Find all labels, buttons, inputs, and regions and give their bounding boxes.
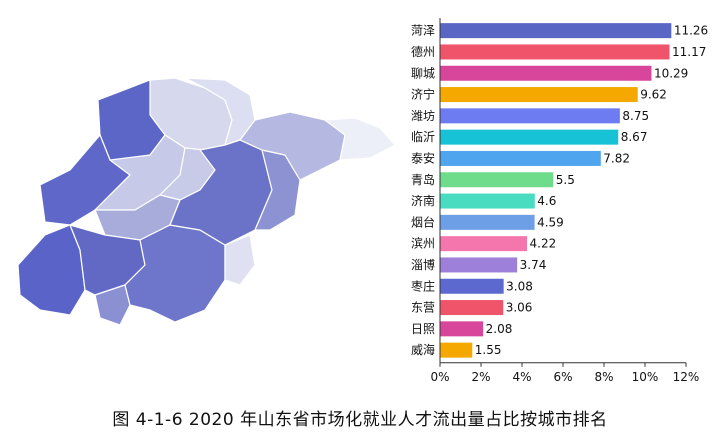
value-label-10: 4.22 (530, 237, 557, 251)
map-region-weihai (324, 117, 396, 161)
value-label-7: 5.5 (556, 173, 575, 187)
bar-13 (440, 300, 504, 316)
category-label-6: 泰安 (411, 150, 435, 165)
category-label-13: 东营 (411, 301, 435, 315)
value-label-12: 3.08 (506, 279, 533, 293)
category-label-8: 济南 (411, 193, 435, 208)
bar-11 (440, 257, 518, 273)
value-label-8: 4.6 (537, 194, 556, 208)
x-tick-label-3: 6% (553, 370, 572, 384)
bar-12 (440, 278, 504, 294)
category-label-5: 临沂 (411, 130, 435, 144)
value-label-13: 3.06 (506, 301, 533, 315)
category-label-15: 威海 (411, 342, 435, 357)
value-label-9: 4.59 (537, 215, 564, 229)
x-ticks-layer: 0% 2% 4% 6% 8% 10% 12% (430, 362, 700, 384)
bars-layer: 菏泽 11.26 德州 11.17 聊城 10.29 济宁 9.62 潍坊 8.75 临沂 8.67 泰… (411, 23, 708, 358)
bar-10 (440, 236, 528, 252)
x-tick-label-6: 12% (673, 370, 700, 384)
bar-14 (440, 321, 484, 337)
category-label-12: 枣庄 (411, 278, 435, 293)
value-label-6: 7.82 (603, 151, 630, 165)
bar-6 (440, 150, 601, 166)
category-label-10: 滨州 (411, 236, 435, 251)
category-label-4: 潍坊 (411, 108, 435, 123)
x-tick-label-2: 4% (512, 370, 531, 384)
figure-caption: 图 4-1-6 2020 年山东省市场化就业人才流出量占比按城市排名 (112, 410, 608, 430)
category-label-14: 日照 (411, 322, 435, 336)
bar-2 (440, 65, 652, 81)
bar-3 (440, 87, 638, 103)
bar-0 (440, 23, 672, 39)
value-label-11: 3.74 (520, 258, 547, 272)
map-region-zaozhuang (94, 284, 131, 326)
value-label-5: 8.67 (621, 130, 648, 144)
category-label-2: 聊城 (411, 66, 435, 80)
x-tick-label-5: 10% (632, 370, 659, 384)
value-label-14: 2.08 (486, 322, 513, 336)
value-label-1: 11.17 (672, 45, 706, 59)
x-tick-label-1: 2% (471, 370, 490, 384)
category-label-3: 济宁 (411, 87, 435, 102)
bar-4 (440, 108, 620, 124)
x-tick-label-4: 8% (594, 370, 613, 384)
value-label-4: 8.75 (622, 109, 649, 123)
category-label-1: 德州 (411, 44, 435, 59)
category-label-11: 淄博 (411, 257, 435, 272)
x-tick-label-0: 0% (430, 370, 449, 384)
value-label-3: 9.62 (640, 88, 667, 102)
category-label-7: 青岛 (411, 172, 435, 187)
bar-15 (440, 342, 473, 358)
value-label-15: 1.55 (475, 343, 502, 357)
bar-8 (440, 193, 535, 209)
category-label-9: 烟台 (411, 214, 435, 229)
bar-5 (440, 129, 619, 145)
map-region-rizhao (224, 234, 256, 286)
bar-9 (440, 214, 535, 230)
value-label-2: 10.29 (654, 66, 688, 80)
value-label-0: 11.26 (674, 24, 708, 38)
category-label-0: 菏泽 (411, 24, 435, 38)
bar-1 (440, 44, 670, 60)
bar-7 (440, 172, 554, 188)
